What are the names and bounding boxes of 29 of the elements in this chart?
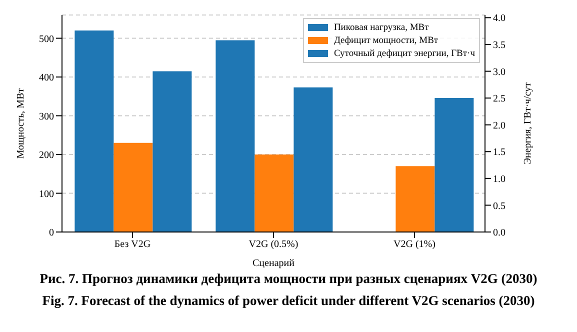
y2-tick-label: 1.0	[493, 174, 506, 185]
y2-tick-label: 4.0	[493, 13, 506, 24]
y-tick-label: 300	[39, 111, 54, 122]
y-tick-label: 200	[39, 150, 54, 162]
x-tick-label: Без V2G	[114, 239, 151, 250]
x-tick-label: V2G (1%)	[394, 239, 436, 250]
y-tick-label: 100	[39, 188, 54, 200]
caption: Fig. 7. Forecast of the dynamics of power deficit under different V2G scenarios (2030)	[41, 292, 536, 310]
y-tick-label: 0	[49, 228, 54, 239]
y2-tick-label: 1.5	[493, 147, 506, 158]
y-axis-title: Мощность, МВт	[16, 88, 27, 159]
legend-label: Дефицит мощности, МВт	[334, 36, 438, 46]
bar	[434, 98, 474, 232]
bar	[216, 40, 255, 232]
legend-label: Суточный дефицит энергии, ГВт·ч	[334, 48, 475, 58]
y2-tick-label: 0.0	[493, 228, 506, 239]
text: Рис. 7. Прогноз динамики дефицита мощности при разных сценариях V2G (2030)	[38, 270, 538, 288]
y-tick-label: 400	[39, 72, 54, 84]
y2-tick-label: 2.5	[493, 94, 506, 105]
bar	[74, 30, 114, 232]
y2-tick-label: 0.5	[493, 200, 506, 212]
x-tick-label: V2G (0.5%)	[248, 239, 298, 250]
y-tick-label: 500	[39, 34, 54, 45]
legend-label: Пиковая нагрузка, МВт	[334, 22, 429, 32]
y2-tick-label: 3.5	[493, 40, 506, 52]
y2-axis-title: Энергия, ГВт·ч/сут	[522, 82, 534, 165]
y2-tick-label: 2.0	[493, 120, 506, 132]
x-axis-title: Сценарий	[252, 258, 296, 269]
y2-tick-label: 3.0	[493, 66, 506, 78]
